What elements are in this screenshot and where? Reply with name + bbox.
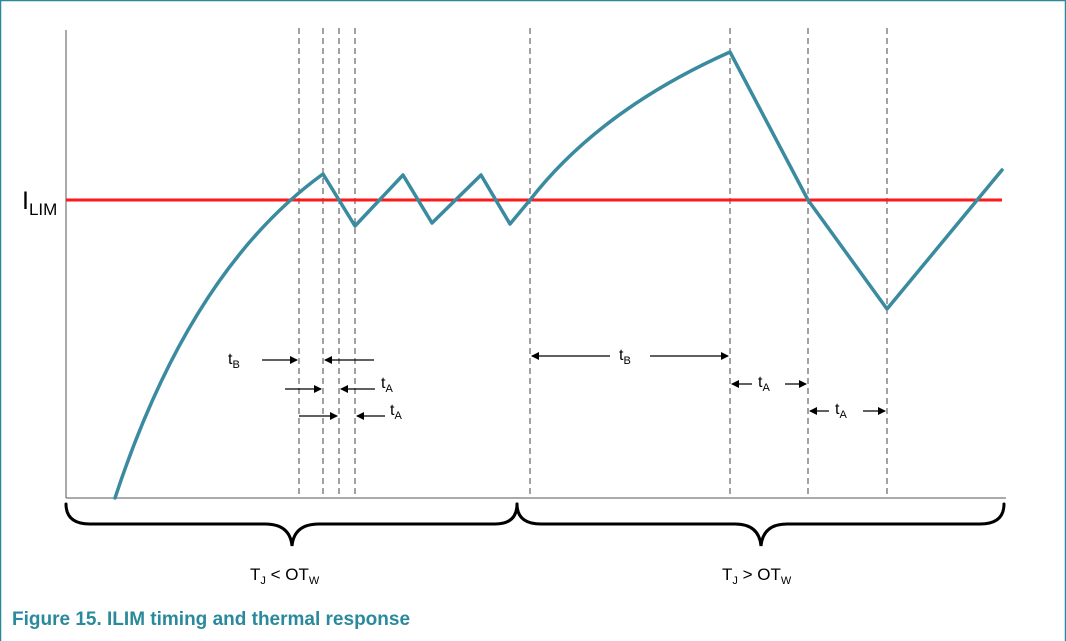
region-label-above-warning: TJ > OTW — [722, 565, 792, 587]
timing-markers — [298, 28, 888, 498]
ta-label-right-2: tA — [835, 401, 847, 421]
left-timing-annotations — [262, 356, 385, 420]
tb-label-right: tB — [619, 347, 631, 367]
ilim-label: ILIM — [22, 187, 57, 219]
left-region-brace — [64, 502, 519, 547]
figure-caption: Figure 15. ILIM timing and thermal respo… — [12, 609, 411, 630]
region-label-below-warning: TJ < OTW — [250, 565, 320, 587]
ta-label-left-1: tA — [381, 375, 393, 395]
current-trace — [113, 50, 1004, 500]
ta-label-right-1: tA — [758, 374, 770, 394]
ta-label-left-2: tA — [390, 402, 402, 422]
tb-label-left: tB — [228, 351, 240, 371]
right-timing-annotations — [531, 352, 886, 415]
right-region-brace — [515, 502, 1006, 547]
